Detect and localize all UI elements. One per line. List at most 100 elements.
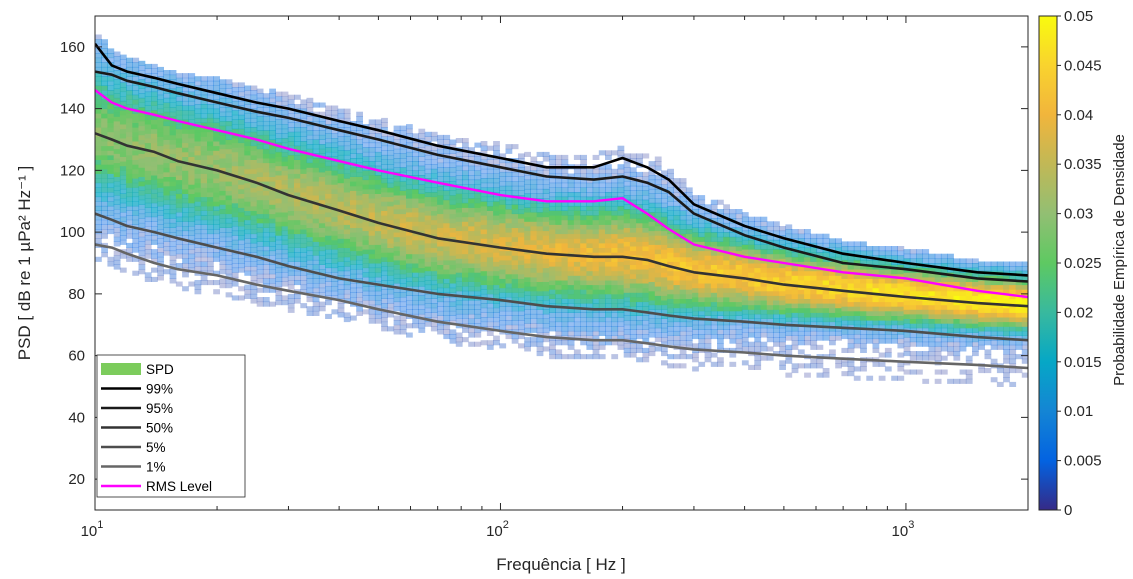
density-cell [412, 272, 419, 278]
density-cell [194, 108, 202, 114]
density-cell [679, 205, 687, 211]
density-cell [853, 273, 861, 279]
density-cell [853, 278, 861, 284]
density-cell [549, 233, 556, 239]
density-cell [449, 301, 457, 307]
density-cell [493, 317, 500, 323]
density-cell [462, 138, 469, 144]
density-cell [717, 292, 724, 298]
density-cell [430, 219, 438, 225]
density-cell [244, 99, 252, 105]
density-cell [642, 306, 650, 312]
density-cell [692, 255, 699, 261]
density-cell [499, 306, 507, 312]
density-cell [287, 104, 295, 110]
density-cell [573, 196, 581, 202]
density-cell [194, 210, 202, 216]
density-cell [362, 230, 370, 236]
density-cell [474, 286, 482, 292]
density-cell [306, 297, 314, 303]
density-cell [157, 66, 164, 72]
density-cell [605, 321, 612, 327]
density-cell [673, 293, 681, 299]
density-cell [779, 341, 786, 347]
density-cell [95, 229, 102, 235]
density-cell [188, 244, 196, 250]
density-cell [182, 188, 189, 194]
density-cell [623, 334, 631, 340]
density-cell [151, 138, 158, 144]
density-cell [424, 201, 432, 207]
density-cell [754, 221, 762, 227]
density-cell [368, 286, 376, 292]
density-cell [592, 317, 600, 323]
density-cell [816, 317, 824, 323]
density-cell [275, 110, 283, 116]
density-cell [238, 258, 245, 264]
density-cell [791, 280, 799, 286]
density-cell [306, 236, 314, 242]
density-cell [175, 105, 183, 111]
density-cell [717, 246, 724, 252]
density-cell [804, 372, 811, 378]
density-cell [511, 144, 519, 150]
density-cell [399, 185, 407, 191]
density-cell [250, 219, 258, 225]
density-cell [362, 188, 370, 194]
density-cell [723, 297, 730, 303]
density-cell [374, 313, 382, 319]
density-cell [822, 330, 830, 336]
density-cell [735, 269, 743, 275]
density-cell [598, 326, 606, 332]
density-cell [163, 190, 171, 196]
density-cell [306, 185, 314, 191]
density-cell [443, 232, 451, 238]
density-cell [474, 226, 482, 232]
density-cell [169, 171, 177, 177]
density-cell [350, 222, 357, 228]
density-cell [511, 338, 519, 344]
density-cell [598, 344, 606, 350]
density-cell [580, 159, 587, 165]
density-cell [511, 301, 519, 307]
density-cell [325, 147, 332, 153]
density-cell [306, 181, 314, 187]
density-cell [362, 161, 370, 167]
density-cell [412, 267, 419, 273]
density-cell [418, 161, 426, 167]
density-cell [213, 85, 220, 91]
density-cell [119, 87, 127, 93]
density-cell [113, 181, 121, 187]
density-cell [797, 238, 805, 244]
density-cell [518, 232, 525, 238]
density-cell [636, 357, 643, 363]
density-cell [163, 250, 171, 256]
density-cell [605, 261, 612, 267]
density-cell [207, 187, 214, 193]
density-cell [101, 205, 108, 211]
density-cell [580, 192, 587, 198]
density-cell [692, 273, 699, 279]
density-cell [629, 324, 637, 330]
density-cell [362, 235, 370, 241]
density-cell [499, 181, 507, 187]
density-cell [735, 236, 743, 242]
density-cell [430, 252, 438, 258]
density-cell [474, 290, 482, 296]
density-cell [138, 218, 146, 224]
density-cell [723, 236, 730, 242]
density-cell [188, 263, 196, 269]
density-cell [605, 289, 612, 295]
density-cell [387, 256, 395, 262]
density-cell [374, 193, 382, 199]
density-cell [853, 259, 861, 265]
density-cell [654, 202, 662, 208]
density-cell [393, 190, 401, 196]
density-cell [132, 141, 140, 147]
density-cell [163, 97, 171, 103]
density-cell [847, 241, 855, 247]
density-cell [275, 96, 283, 102]
density-cell [188, 226, 196, 232]
density-cell [642, 185, 650, 191]
